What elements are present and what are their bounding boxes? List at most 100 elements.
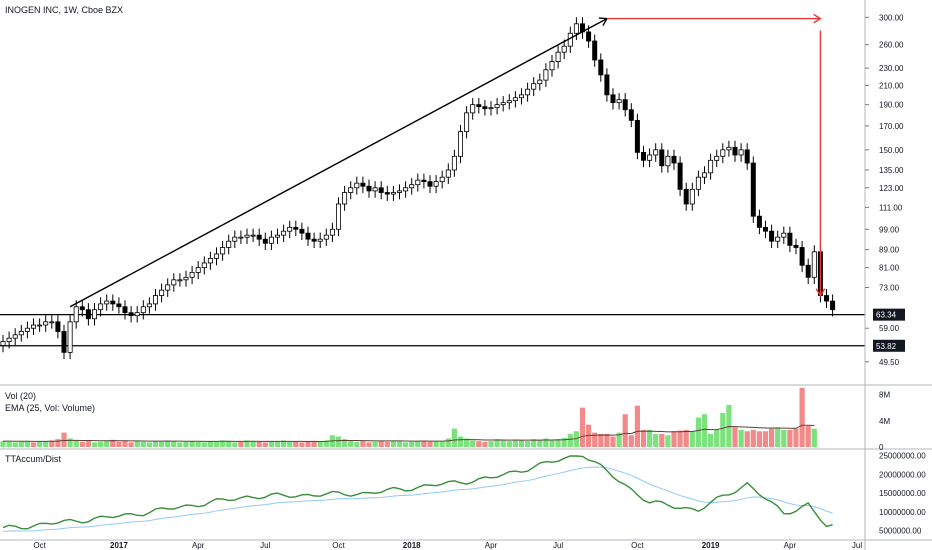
time-tick-label: Apr [192, 541, 205, 550]
volume-bar [293, 441, 299, 447]
price-level-tag-label: 53.82 [876, 342, 897, 351]
candle-body [671, 155, 677, 164]
candle-body [171, 279, 177, 286]
volume-bar [561, 437, 567, 447]
volume-bar [122, 440, 128, 447]
candle-body [122, 306, 128, 314]
volume-bar [299, 442, 305, 447]
candle-body [653, 149, 659, 156]
candle-body [335, 203, 341, 230]
candle-body [433, 181, 439, 187]
volume-bar [201, 442, 207, 447]
volume-bar [592, 432, 598, 447]
candle-body [415, 179, 421, 186]
candle-body [0, 341, 6, 346]
candle-body [464, 112, 470, 133]
volume-bar [85, 441, 91, 447]
volume-bar [384, 441, 390, 447]
volume-bar [49, 440, 55, 447]
candle-body [274, 234, 280, 238]
volume-tick-label: 4M [879, 417, 890, 426]
candle-body [726, 146, 732, 151]
candle-body [256, 234, 262, 240]
candle-body [73, 306, 79, 323]
volume-bar [628, 435, 634, 447]
volume-bar [494, 439, 500, 447]
candle-body [641, 152, 647, 161]
volume-bar [232, 442, 238, 447]
accum-dist-title: TTAccum/Dist [5, 454, 61, 464]
volume-bar [482, 441, 488, 447]
price-level-tag [873, 339, 905, 352]
candle-body [128, 312, 134, 317]
candle-body [18, 331, 24, 336]
volume-ema-legend: EMA (25, Vol: Volume) [5, 403, 96, 413]
volume-bar [43, 441, 49, 447]
volume-bar [470, 440, 476, 447]
volume-bar [335, 436, 342, 447]
volume-bar [762, 431, 769, 447]
candle-body [457, 131, 463, 157]
volume-bar [24, 441, 30, 447]
candle-body [793, 244, 799, 248]
volume-bar [488, 441, 494, 447]
volume-bar [409, 441, 415, 447]
volume-bar [55, 439, 61, 447]
candle-body [683, 188, 689, 205]
annotations [69, 13, 826, 308]
candle-body [55, 321, 61, 332]
candle-body [61, 331, 67, 353]
candle-body [488, 107, 494, 110]
volume-bar [256, 441, 262, 447]
volume-bar [647, 429, 653, 447]
candle-body [805, 264, 811, 278]
candle-body [299, 228, 305, 234]
candle-body [12, 334, 18, 339]
volume-bar [244, 440, 250, 447]
candle-body [586, 31, 592, 42]
candle-body [573, 23, 579, 34]
candle-body [506, 100, 512, 104]
price-tick-label: 89.00 [879, 246, 900, 255]
candle-body [378, 187, 384, 193]
volume-bar [238, 441, 244, 447]
candle-body [622, 99, 628, 111]
volume-bar [110, 439, 116, 447]
volume-bar [79, 441, 85, 447]
volume-bar [683, 429, 689, 447]
time-tick-label: 2017 [110, 541, 128, 550]
candle-body [226, 240, 232, 248]
candle-body [628, 109, 634, 121]
accum-dist-tick-label: 20000000.00 [879, 470, 926, 479]
candle-body [354, 182, 360, 189]
candle-body [830, 300, 836, 311]
volume-bar [250, 441, 256, 447]
volume-bar [171, 441, 177, 447]
volume-bar [476, 441, 482, 447]
candle-body [494, 104, 500, 109]
candle-body [543, 69, 549, 81]
candle-body [598, 59, 604, 76]
candle-body [744, 149, 750, 164]
volume-title: Vol (20) [5, 391, 37, 401]
volume-bar [67, 438, 73, 447]
volume-bar [433, 441, 439, 447]
candle-body [403, 187, 409, 192]
time-tick-label: Apr [485, 541, 498, 550]
volume-pane [0, 388, 817, 447]
candle-body [6, 337, 12, 343]
candle-body [787, 232, 793, 246]
candle-body [665, 155, 671, 167]
candle-body [305, 232, 311, 240]
volume-bar [317, 441, 323, 447]
volume-bar [61, 432, 67, 447]
candle-body [756, 215, 762, 228]
candle-body [775, 236, 781, 242]
volume-bar [360, 441, 366, 447]
volume-bar [311, 441, 317, 447]
price-tick-label: 123.00 [879, 184, 904, 193]
volume-bar [555, 439, 561, 447]
candle-body [720, 149, 726, 157]
candle-body [738, 149, 744, 156]
